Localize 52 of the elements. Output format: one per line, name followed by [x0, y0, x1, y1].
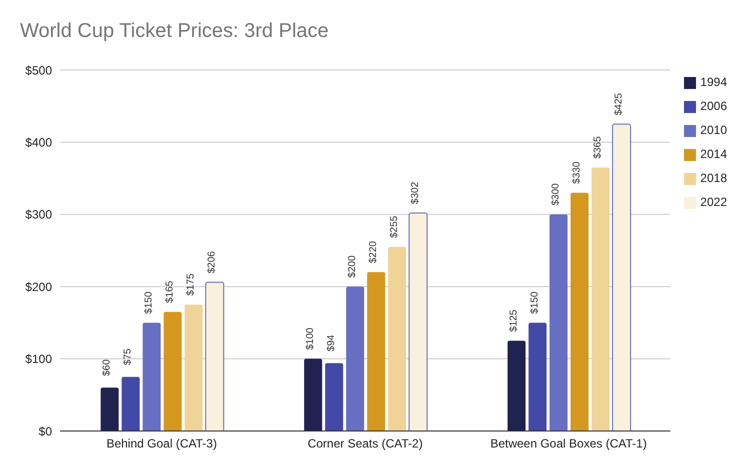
bar — [367, 272, 386, 431]
bar — [205, 282, 224, 431]
data-label: $425 — [614, 92, 625, 116]
legend-label: 2006 — [700, 99, 727, 113]
bar — [508, 340, 526, 431]
data-label: $75 — [122, 348, 134, 366]
bar — [528, 322, 547, 431]
data-label: $175 — [186, 273, 197, 296]
legend-label: 2010 — [700, 123, 727, 137]
bar — [346, 286, 364, 431]
data-label: $365 — [592, 136, 604, 159]
data-label: $200 — [347, 255, 358, 278]
data-label: $94 — [326, 334, 338, 352]
bar — [325, 363, 344, 431]
data-label: $330 — [572, 161, 583, 184]
data-label: $300 — [550, 182, 562, 206]
data-label: $165 — [164, 280, 176, 303]
y-tick-label: $300 — [25, 208, 52, 222]
bar — [164, 312, 182, 431]
x-tick-label: Behind Goal (CAT-3) — [106, 436, 217, 451]
data-label: $220 — [368, 240, 380, 264]
x-tick-label: Between Goal Boxes (CAT-1) — [490, 436, 647, 451]
data-label: $125 — [508, 309, 520, 332]
legend-label: 2018 — [700, 171, 727, 185]
bar — [550, 214, 568, 431]
legend-label: 2014 — [700, 147, 727, 161]
bar — [408, 212, 428, 431]
data-label: $150 — [144, 291, 155, 314]
legend-label: 1994 — [700, 75, 727, 89]
bar — [304, 358, 322, 431]
data-label: $100 — [305, 327, 316, 350]
data-label: $150 — [530, 291, 541, 314]
bar — [122, 376, 140, 431]
y-tick-label: $500 — [25, 63, 52, 78]
y-tick-label: $400 — [25, 135, 52, 150]
legend-label: 2022 — [700, 195, 727, 209]
data-label: $255 — [389, 215, 400, 238]
bar — [142, 322, 161, 431]
bar — [100, 388, 119, 431]
bar — [388, 246, 406, 431]
chart-title: World Cup Ticket Prices: 3rd Place — [19, 19, 330, 44]
bar — [592, 167, 610, 431]
y-tick-label: $200 — [25, 280, 52, 294]
bar — [184, 304, 203, 431]
y-tick-label: $100 — [25, 352, 52, 366]
data-label: $206 — [206, 250, 218, 274]
x-tick-label: Corner Seats (CAT-2) — [308, 436, 423, 451]
y-tick-label: $0 — [38, 424, 52, 438]
data-label: $60 — [102, 358, 113, 376]
bar — [612, 124, 632, 431]
bar — [570, 192, 589, 431]
data-label: $302 — [410, 181, 422, 204]
